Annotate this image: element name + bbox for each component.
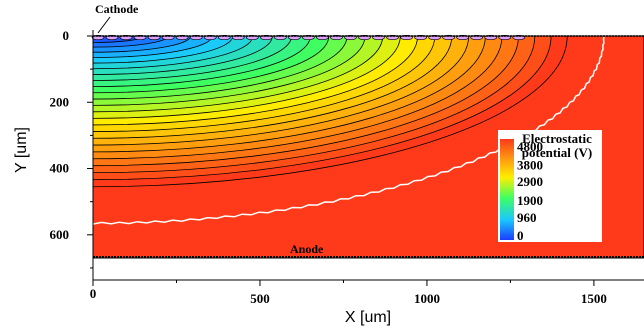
colorbar-label: 0	[517, 228, 524, 243]
x-axis-title: X [um]	[345, 309, 391, 326]
white-contour-line	[93, 36, 605, 225]
colorbar-label: 1900	[517, 193, 543, 208]
y-tick-label: 200	[50, 94, 70, 109]
colorbar-title-line1: Electrostatic	[522, 131, 592, 146]
colorbar-label: 960	[517, 210, 537, 225]
colorbar: Electrostatic potential (V) 4800 38002900…	[498, 130, 602, 243]
anode-label: Anode	[290, 242, 324, 256]
colorbar-label: 4800	[517, 139, 543, 154]
colorbar-gradient	[500, 139, 514, 240]
potential-field	[93, 36, 644, 258]
cathode-label: Cathode	[95, 2, 139, 16]
colorbar-panel	[498, 130, 602, 242]
y-axis-title: Y [um]	[13, 127, 30, 173]
white-contours	[93, 36, 605, 225]
cathode-pointer	[97, 16, 111, 34]
y-tick-label: 400	[50, 161, 70, 176]
y-tick-label: 0	[63, 28, 70, 43]
colorbar-title-line2: potential (V)	[522, 145, 592, 160]
x-tick-label: 0	[90, 286, 97, 301]
x-ticks: 0 500 1000 1500	[90, 280, 607, 306]
colorbar-label: 2900	[517, 174, 543, 189]
x-tick-label: 500	[250, 291, 270, 306]
y-tick-label: 600	[50, 227, 70, 242]
x-tick-label: 1500	[581, 291, 607, 306]
x-tick-label: 1000	[414, 291, 440, 306]
y-ticks: 0 200 400 600	[50, 28, 93, 269]
colorbar-label: 3800	[517, 158, 543, 173]
potential-bands	[93, 36, 568, 188]
